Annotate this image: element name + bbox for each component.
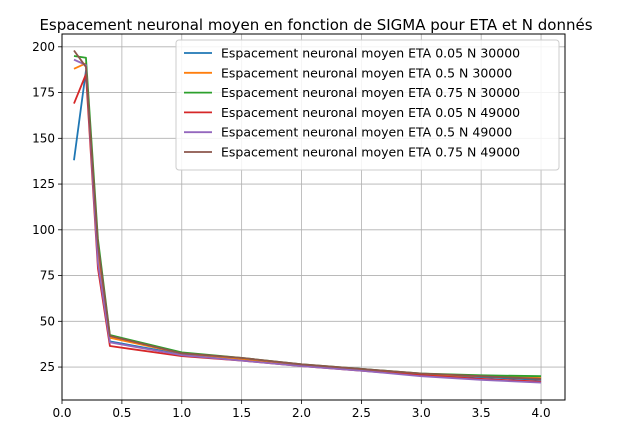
plot-area-frame	[61, 33, 566, 401]
y-tick-label: 50	[40, 314, 55, 328]
legend-label: Espacement neuronal moyen ETA 0.75 N 300…	[221, 85, 520, 100]
x-tick-label: 3.0	[412, 406, 431, 420]
x-tick-label: 1.5	[232, 406, 251, 420]
legend-label: Espacement neuronal moyen ETA 0.75 N 490…	[221, 145, 520, 160]
y-tick-label: 125	[32, 177, 55, 191]
y-tick-label: 75	[40, 269, 55, 283]
y-tick-label: 100	[32, 223, 55, 237]
axis-ticks: 0.0 0.5 1.0 1.5 2.0 2.5 3.0 3.5 4.0 25 50 75 100 125 1…	[32, 40, 551, 420]
x-tick-label: 4.0	[532, 406, 551, 420]
chart-title: Espacement neuronal moyen en fonction de…	[39, 16, 592, 34]
legend-label: Espacement neuronal moyen ETA 0.05 N 300…	[221, 46, 520, 61]
y-tick-label: 150	[32, 131, 55, 145]
legend-label: Espacement neuronal moyen ETA 0.5 N 3000…	[221, 65, 512, 80]
y-tick-label: 200	[32, 40, 55, 54]
x-tick-label: 2.5	[352, 406, 371, 420]
x-tick-label: 1.0	[172, 406, 191, 420]
x-tick-label: 0.0	[52, 406, 71, 420]
y-tick-label: 175	[32, 86, 55, 100]
legend-label: Espacement neuronal moyen ETA 0.5 N 4900…	[221, 125, 512, 140]
legend: Espacement neuronal moyen ETA 0.05 N 300…	[175, 39, 560, 171]
y-tick-label: 25	[40, 360, 55, 374]
legend-label: Espacement neuronal moyen ETA 0.05 N 490…	[221, 105, 520, 120]
x-tick-label: 0.5	[112, 406, 131, 420]
x-tick-label: 3.5	[472, 406, 491, 420]
series-line-6	[73, 49, 542, 380]
x-tick-label: 2.0	[292, 406, 311, 420]
legend-box	[175, 39, 560, 171]
series-lines	[73, 49, 542, 384]
